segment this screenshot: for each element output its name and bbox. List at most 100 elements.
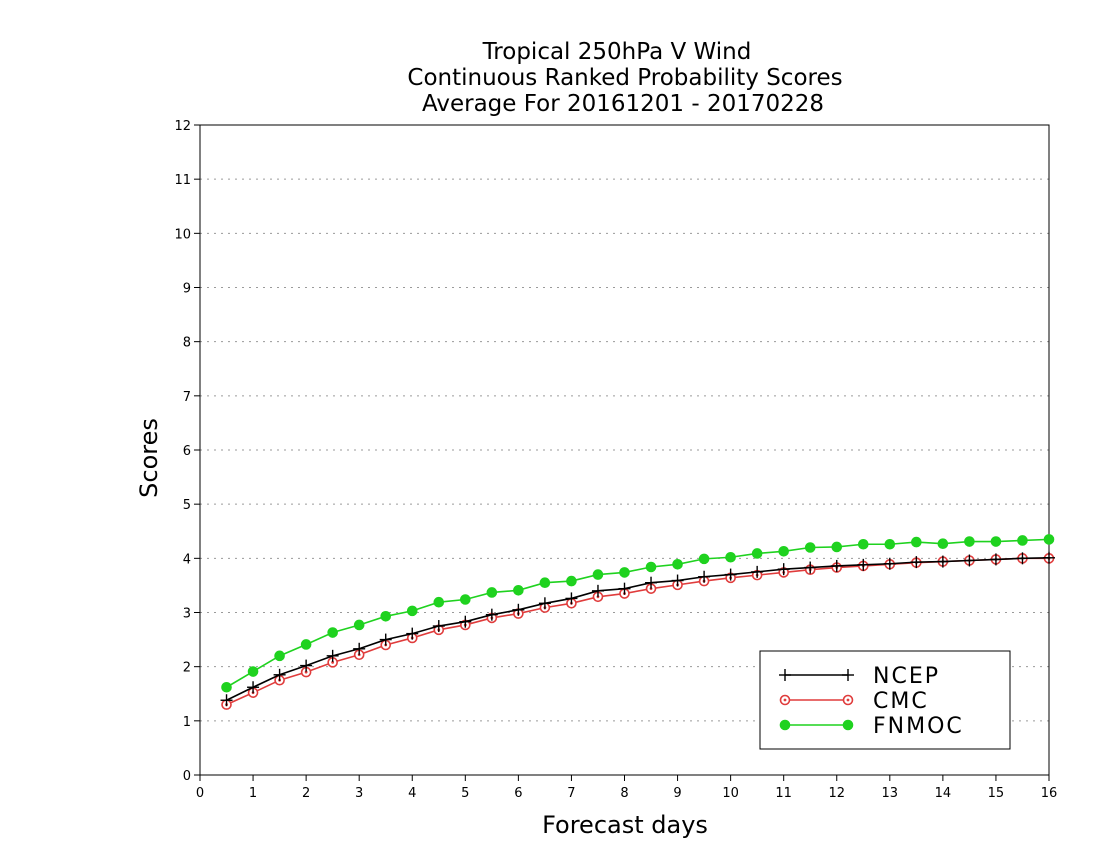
- point-ncep-18: [698, 570, 711, 583]
- legend-marker-left-cmc-dot: [783, 698, 787, 702]
- y-tick-label-7: 7: [183, 390, 191, 405]
- y-tick-label-2: 2: [183, 661, 191, 676]
- y-tick-label-9: 9: [183, 282, 191, 297]
- point-ncep-0: [220, 694, 233, 707]
- point-ncep-14: [591, 584, 604, 597]
- point-ncep-15: [618, 582, 631, 595]
- point-ncep-21: [777, 563, 790, 576]
- legend-item-fnmoc: FNMOC: [779, 714, 964, 739]
- x-tick-label-10: 10: [722, 786, 739, 801]
- point-ncep-4: [326, 649, 339, 662]
- x-tick-label-14: 14: [935, 786, 952, 801]
- point-ncep-16: [645, 576, 658, 589]
- x-tick-label-16: 16: [1041, 786, 1058, 801]
- x-tick-label-13: 13: [882, 786, 899, 801]
- point-fnmoc-21: [778, 545, 789, 557]
- chart-title-line-3: Average For 20161201 - 20170228: [422, 91, 824, 117]
- x-axis-ticks: 0 1 2 3 4 5 6 7 8 9 10 11 12 13 14 15 16: [196, 775, 1057, 801]
- y-tick-label-6: 6: [183, 444, 191, 459]
- x-tick-label-9: 9: [673, 786, 681, 801]
- y-tick-label-8: 8: [183, 336, 191, 351]
- point-ncep-26: [910, 556, 923, 569]
- point-ncep-3: [300, 659, 313, 672]
- y-tick-label-0: 0: [183, 769, 191, 784]
- point-fnmoc-8: [433, 596, 445, 608]
- x-tick-label-8: 8: [620, 786, 628, 801]
- legend-marker-left-fnmoc: [779, 719, 791, 731]
- point-fnmoc-31: [1043, 534, 1055, 545]
- point-fnmoc-23: [831, 541, 843, 553]
- x-tick-label-5: 5: [461, 786, 469, 801]
- point-ncep-28: [963, 554, 976, 567]
- point-ncep-19: [724, 568, 737, 581]
- legend-marker-left-ncep: [779, 669, 791, 681]
- point-fnmoc-6: [380, 610, 392, 622]
- point-fnmoc-20: [751, 548, 763, 559]
- point-fnmoc-0: [221, 681, 232, 693]
- legend-label-fnmoc: FNMOC: [873, 714, 964, 739]
- point-fnmoc-24: [857, 538, 869, 550]
- y-tick-label-1: 1: [183, 715, 191, 730]
- x-tick-label-15: 15: [988, 786, 1005, 801]
- point-ncep-1: [247, 681, 260, 694]
- point-fnmoc-7: [406, 605, 418, 617]
- point-fnmoc-28: [964, 536, 975, 547]
- point-fnmoc-4: [327, 627, 338, 638]
- point-fnmoc-2: [274, 650, 285, 662]
- point-fnmoc-5: [353, 619, 365, 631]
- x-tick-label-4: 4: [408, 786, 416, 801]
- point-fnmoc-19: [725, 551, 736, 563]
- point-ncep-31: [1043, 551, 1055, 564]
- point-fnmoc-14: [592, 569, 604, 580]
- chart-title-line-2: Continuous Ranked Probability Scores: [407, 65, 842, 91]
- point-ncep-7: [406, 627, 419, 640]
- y-axis-title: Scores: [135, 418, 163, 498]
- point-fnmoc-1: [247, 666, 259, 677]
- x-tick-label-7: 7: [567, 786, 575, 801]
- chart-title-line-1: Tropical 250hPa V Wind: [482, 39, 752, 65]
- y-tick-label-5: 5: [183, 498, 191, 513]
- point-ncep-10: [485, 608, 498, 621]
- point-ncep-11: [512, 603, 525, 616]
- series-ncep: [220, 551, 1055, 707]
- point-fnmoc-29: [990, 536, 1002, 547]
- point-fnmoc-30: [1017, 535, 1028, 546]
- point-fnmoc-10: [486, 587, 498, 598]
- series-fnmoc: [221, 534, 1055, 693]
- x-tick-label-12: 12: [828, 786, 845, 801]
- chart-title: Tropical 250hPa V Wind Continuous Ranked…: [407, 39, 842, 117]
- x-tick-label-11: 11: [775, 786, 792, 801]
- y-tick-label-3: 3: [183, 607, 191, 622]
- legend-marker-right-fnmoc: [842, 719, 854, 731]
- point-fnmoc-22: [804, 542, 816, 553]
- point-ncep-5: [353, 642, 366, 655]
- legend-item-cmc: CMC: [779, 689, 927, 714]
- point-fnmoc-25: [884, 538, 896, 550]
- point-ncep-8: [432, 620, 445, 633]
- x-tick-label-3: 3: [355, 786, 363, 801]
- point-ncep-27: [936, 555, 949, 568]
- point-ncep-24: [857, 558, 870, 571]
- point-fnmoc-12: [539, 577, 551, 589]
- legend-marker-right-ncep: [842, 669, 854, 681]
- legend-marker-right-cmc-dot: [846, 698, 850, 702]
- y-tick-label-12: 12: [174, 119, 191, 134]
- point-ncep-22: [804, 561, 817, 574]
- point-fnmoc-11: [513, 584, 524, 596]
- point-ncep-9: [459, 615, 472, 628]
- x-tick-label-6: 6: [514, 786, 522, 801]
- point-fnmoc-17: [672, 558, 683, 570]
- legend-label-ncep: NCEP: [873, 664, 940, 689]
- point-ncep-30: [1016, 552, 1029, 565]
- point-ncep-20: [751, 565, 764, 578]
- point-ncep-13: [565, 592, 578, 605]
- legend-marker-left-cmc: [779, 694, 791, 706]
- gridlines: [200, 178, 1049, 722]
- y-tick-label-4: 4: [183, 552, 191, 567]
- point-ncep-6: [379, 633, 392, 646]
- point-fnmoc-15: [619, 567, 630, 578]
- point-ncep-12: [538, 597, 551, 610]
